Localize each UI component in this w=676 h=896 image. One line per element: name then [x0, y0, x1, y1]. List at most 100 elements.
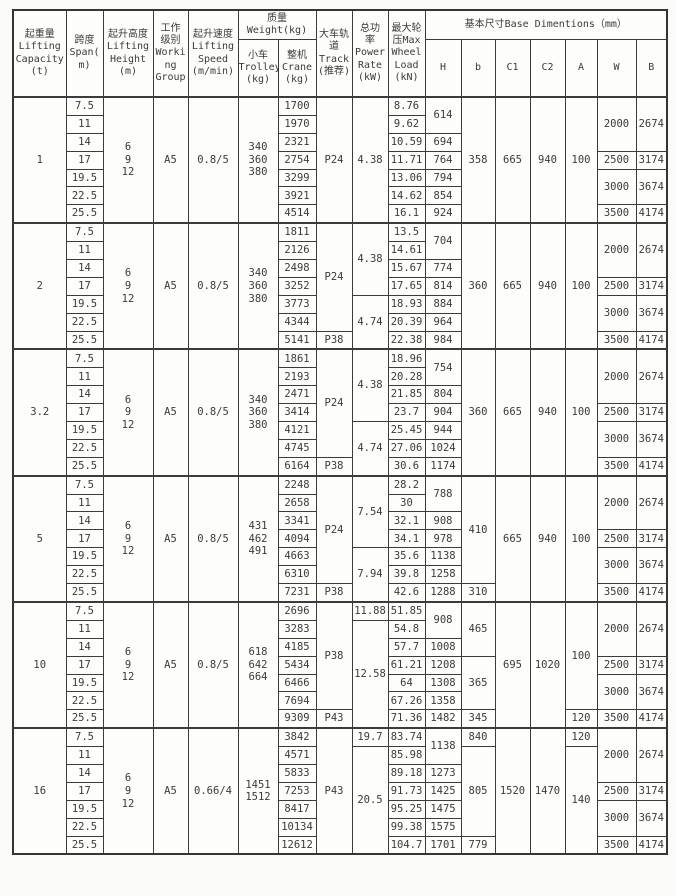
W-cell: 2500 — [596, 403, 637, 423]
table-row: 22.5 6310 39.8 1258 — [13, 565, 667, 585]
B-cell: 4174 — [635, 709, 668, 729]
power-cell: 7.94 — [351, 547, 389, 603]
height-cell: 6 9 12 — [102, 727, 154, 855]
wheel-cell: 83.74 — [387, 727, 426, 748]
speed-cell: 0.8/5 — [187, 348, 239, 477]
wheel-cell: 25.45 — [387, 421, 426, 440]
wheel-cell: 23.7 — [387, 403, 426, 423]
A-cell: 100 — [564, 222, 598, 350]
W-cell: 3500 — [596, 456, 637, 477]
height-cell: 6 9 12 — [102, 474, 154, 603]
H-cell: 1138 — [424, 547, 462, 567]
span-cell: 14 — [65, 132, 104, 152]
table-row: 17 2754 11.71 764 2500 3174 — [13, 150, 668, 170]
wheel-cell: 17.65 — [387, 276, 426, 296]
crane-cell: 3921 — [277, 186, 317, 206]
header-power-rate: 总功 率 Power Rate (kW) — [351, 9, 389, 98]
wheel-cell: 54.8 — [387, 619, 426, 639]
A-cell: 100 — [564, 348, 598, 477]
B-cell: 4174 — [635, 204, 668, 224]
H-cell: 964 — [424, 312, 462, 332]
crane-cell: 4514 — [277, 204, 317, 224]
wheel-cell: 51.85 — [387, 600, 426, 621]
table-row: 25.5 6164 P38 30.6 1174 3500 4174 — [13, 456, 668, 477]
span-cell: 22.5 — [65, 691, 104, 711]
C2-cell: 940 — [529, 222, 566, 350]
b-cell: 465 — [460, 600, 496, 657]
C1-cell: 695 — [494, 600, 531, 729]
work_group-cell: A5 — [152, 474, 189, 603]
H-cell: 754 — [424, 348, 462, 387]
B-cell: 3174 — [635, 276, 668, 296]
B-cell: 3674 — [635, 168, 668, 206]
track-cell: P38 — [315, 600, 353, 711]
B-cell: 3674 — [635, 294, 668, 332]
W-cell: 2500 — [596, 150, 637, 170]
W-cell: 3000 — [596, 294, 637, 332]
header-dim-c1: C1 — [494, 39, 531, 98]
height-cell: 6 9 12 — [102, 348, 154, 477]
span-cell: 7.5 — [65, 727, 104, 748]
power-cell: 7.54 — [351, 474, 389, 549]
C2-cell: 1470 — [529, 727, 566, 855]
span-cell: 22.5 — [65, 186, 104, 206]
track-cell: P24 — [315, 95, 353, 224]
H-cell: 1208 — [424, 655, 462, 675]
B-cell: 3174 — [635, 529, 668, 549]
W-cell: 2500 — [596, 529, 637, 549]
W-cell: 3500 — [596, 835, 637, 855]
crane-cell: 3341 — [277, 511, 317, 531]
b-cell: 779 — [460, 835, 496, 855]
header-dim-b2: B — [635, 39, 668, 98]
span-cell: 17 — [65, 655, 104, 675]
trolley-cell: 1451 1512 — [237, 727, 279, 855]
span-cell: 22.5 — [65, 817, 104, 837]
B-cell: 2674 — [635, 222, 668, 278]
H-cell: 1258 — [424, 565, 462, 585]
B-cell: 2674 — [635, 474, 668, 531]
B-cell: 3674 — [635, 421, 668, 458]
crane-cell: 10134 — [277, 817, 317, 837]
A-cell: 100 — [564, 95, 598, 224]
B-cell: 3174 — [635, 403, 668, 423]
trolley-cell: 340 360 380 — [237, 95, 279, 224]
W-cell: 2000 — [596, 348, 637, 405]
span-cell: 7.5 — [65, 600, 104, 621]
header-trolley: 小车 Trolley (kg) — [237, 39, 279, 98]
crane-cell: 4344 — [277, 312, 317, 332]
header-lifting-speed: 起升速度 Lifting Speed (m/min) — [187, 9, 239, 98]
crane-cell: 4663 — [277, 547, 317, 567]
B-cell: 3674 — [635, 799, 668, 837]
H-cell: 1138 — [424, 727, 462, 765]
B-cell: 3674 — [635, 547, 668, 585]
crane-cell: 3842 — [277, 727, 317, 748]
wheel-cell: 22.38 — [387, 330, 426, 350]
span-cell: 11 — [65, 746, 104, 765]
span-cell: 14 — [65, 385, 104, 405]
wheel-cell: 10.59 — [387, 132, 426, 152]
span-cell: 25.5 — [65, 330, 104, 350]
C1-cell: 665 — [494, 95, 531, 224]
crane-cell: 7694 — [277, 691, 317, 711]
span-cell: 22.5 — [65, 312, 104, 332]
wheel-cell: 35.6 — [387, 547, 426, 567]
span-cell: 25.5 — [65, 583, 104, 603]
table-row: 11 2658 30 — [13, 493, 667, 513]
wheel-cell: 95.25 — [387, 799, 426, 819]
header-max-wheel-load: 最大轮 压Max Wheel Load (kN) — [387, 9, 426, 98]
track-cell: P24 — [315, 348, 353, 458]
work_group-cell: A5 — [152, 348, 189, 477]
B-cell: 4174 — [635, 835, 668, 855]
H-cell: 774 — [424, 259, 462, 278]
W-cell: 3500 — [596, 204, 637, 224]
table-body: 1 7.5 6 9 12 A5 0.8/5 340 360 380 1700 P24 4.38 8… — [12, 95, 668, 855]
b-cell: 365 — [460, 655, 496, 711]
B-cell: 2674 — [635, 600, 668, 657]
capacity-cell: 10 — [12, 600, 67, 729]
H-cell: 1174 — [424, 456, 462, 477]
H-cell: 614 — [424, 95, 462, 134]
H-cell: 1701 — [424, 835, 462, 855]
span-cell: 19.5 — [65, 421, 104, 440]
work_group-cell: A5 — [152, 95, 189, 224]
W-cell: 2000 — [596, 222, 637, 278]
